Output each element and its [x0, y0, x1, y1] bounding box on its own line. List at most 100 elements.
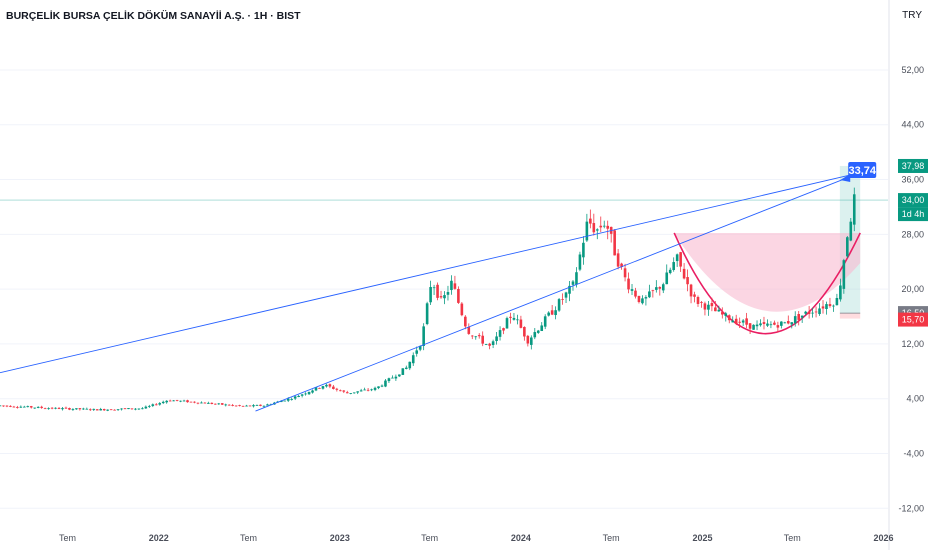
candle-body: [561, 299, 564, 300]
candle-body: [540, 325, 544, 332]
candle-body: [800, 315, 804, 318]
candle-body: [5, 405, 9, 407]
candle-body: [33, 407, 37, 409]
candle-body: [550, 310, 554, 315]
candle-body: [599, 225, 603, 228]
candle-body: [286, 398, 290, 401]
candle-body: [283, 400, 287, 402]
candle-body: [356, 391, 359, 393]
candle-body: [71, 409, 75, 410]
candle-body: [429, 287, 432, 303]
candle-body: [627, 278, 630, 290]
y-tick-label: 12,00: [901, 339, 924, 349]
candle-body: [727, 315, 731, 321]
candle-body: [82, 408, 85, 410]
candle-body: [616, 253, 620, 267]
candle-body: [391, 377, 394, 379]
candle-body: [345, 392, 349, 394]
candle-body: [165, 400, 168, 403]
candle-body: [210, 402, 214, 404]
candle-body: [745, 318, 748, 325]
candle-body: [425, 303, 429, 325]
candle-body: [248, 405, 252, 407]
candle-body: [731, 320, 735, 323]
candle-body: [658, 287, 662, 289]
candle-body: [141, 408, 144, 410]
candle-body: [214, 403, 217, 405]
candle-body: [377, 386, 380, 389]
candle-body: [196, 402, 200, 404]
candle-body: [99, 409, 103, 411]
candle-body: [446, 292, 450, 295]
candle-body: [554, 310, 557, 316]
candle-body: [668, 269, 672, 274]
candle-body: [575, 272, 578, 285]
candle-body: [307, 391, 311, 395]
candle-body: [36, 406, 40, 408]
candle-body: [797, 314, 801, 320]
candle-body: [231, 405, 234, 406]
candle-body: [665, 272, 669, 285]
candle-body: [595, 229, 599, 231]
candle-body: [766, 323, 769, 326]
candle-body: [57, 408, 61, 409]
candle-body: [203, 402, 207, 404]
candle-body: [481, 335, 484, 344]
candle-body: [592, 223, 596, 233]
candle-body: [207, 402, 210, 404]
candle-body: [623, 268, 627, 278]
candle-body: [134, 408, 137, 410]
candle-body: [773, 322, 776, 325]
candle-body: [342, 390, 346, 392]
candle-body: [384, 380, 387, 387]
candle-body: [536, 330, 540, 333]
candle-body: [2, 405, 5, 407]
candle-body: [436, 284, 439, 298]
candle-body: [297, 395, 300, 398]
candle-body: [9, 405, 12, 407]
candles-group: [0, 187, 856, 412]
candle-body: [238, 405, 241, 407]
candle-body: [161, 401, 165, 404]
candle-body: [484, 344, 488, 345]
candle-body: [75, 408, 78, 410]
candle-body: [578, 254, 582, 270]
candle-body: [672, 262, 675, 270]
candle-body: [168, 400, 172, 402]
candle-body: [443, 295, 446, 299]
candle-body: [568, 285, 571, 294]
candle-body: [675, 254, 679, 262]
candle-body: [137, 408, 141, 410]
candle-body: [460, 303, 464, 316]
candle-body: [835, 297, 839, 306]
candle-body: [415, 350, 419, 354]
candle-body: [16, 407, 19, 409]
candle-body: [557, 299, 561, 311]
y-tick-label: 20,00: [901, 284, 924, 294]
candle-body: [543, 316, 547, 327]
candle-body: [387, 378, 391, 382]
candle-body: [92, 408, 96, 410]
candle-body: [88, 409, 92, 411]
candle-body: [332, 386, 335, 389]
candle-body: [61, 408, 64, 410]
candle-body: [252, 405, 255, 407]
y-tick-label: 52,00: [901, 65, 924, 75]
candle-body: [648, 291, 651, 298]
candle-body: [523, 326, 526, 337]
candle-body: [651, 290, 655, 292]
candle-body: [109, 409, 113, 411]
candle-body: [474, 336, 478, 338]
candle-body: [217, 403, 221, 405]
candle-body: [752, 324, 755, 330]
stop-zone: [839, 313, 861, 319]
stop-price-tag: [898, 312, 928, 327]
currency-label[interactable]: TRY: [902, 10, 922, 21]
candle-body: [547, 312, 550, 316]
candle-body: [707, 304, 710, 310]
candle-body: [780, 321, 783, 326]
candle-body: [300, 394, 304, 396]
candle-body: [186, 400, 189, 403]
